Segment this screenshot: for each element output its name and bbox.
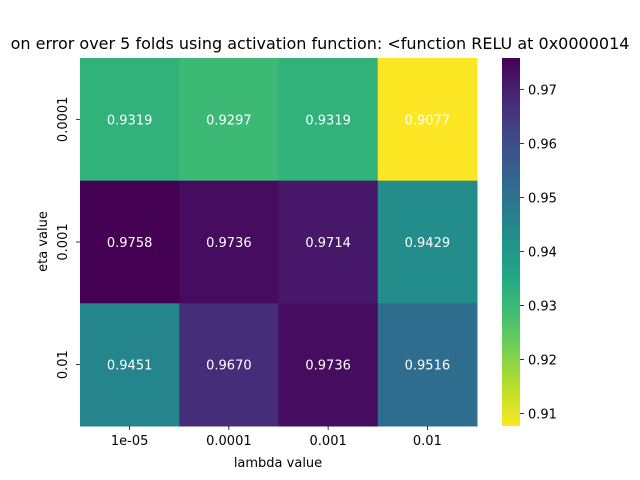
colorbar-tick-label: 0.94 bbox=[528, 245, 557, 260]
cell-value-label: 0.9429 bbox=[405, 236, 451, 251]
cell-value-label: 0.9736 bbox=[206, 236, 252, 251]
colorbar-tick-label: 0.93 bbox=[528, 299, 557, 314]
heatmap-cell-labels: 0.9319 0.9297 0.9319 0.9077 0.9758 0.9736 0.97… bbox=[107, 113, 450, 373]
colorbar-tick-label: 0.95 bbox=[528, 191, 557, 206]
heatmap-cells bbox=[80, 58, 478, 427]
colorbar: 0.91 0.92 0.93 0.94 0.95 0.96 0.97 bbox=[502, 58, 557, 426]
cell-value-label: 0.9670 bbox=[206, 359, 252, 374]
cell-value-label: 0.9714 bbox=[305, 236, 351, 251]
heatmap-cell bbox=[377, 303, 478, 427]
cell-value-label: 0.9077 bbox=[405, 113, 451, 128]
colorbar-tick-label: 0.96 bbox=[528, 137, 557, 152]
heatmap-cell bbox=[278, 58, 379, 182]
colorbar-tick-label: 0.92 bbox=[528, 354, 557, 369]
heatmap-cell bbox=[80, 180, 180, 304]
x-tick-label: 1e-05 bbox=[111, 434, 149, 449]
heatmap-cell bbox=[377, 180, 478, 304]
colorbar-tick-label: 0.97 bbox=[528, 83, 557, 98]
colorbar-tick-label: 0.91 bbox=[528, 408, 557, 423]
heatmap-cell bbox=[179, 303, 279, 427]
cell-value-label: 0.9319 bbox=[107, 113, 153, 128]
cell-value-label: 0.9758 bbox=[107, 236, 153, 251]
cell-value-label: 0.9736 bbox=[305, 359, 351, 374]
y-axis-label: eta value bbox=[36, 211, 51, 272]
x-tick-label: 0.01 bbox=[413, 434, 442, 449]
cell-value-label: 0.9297 bbox=[206, 113, 252, 128]
cell-value-label: 0.9516 bbox=[405, 359, 451, 374]
y-tick-label: 0.01 bbox=[56, 350, 71, 379]
heatmap-cell bbox=[80, 58, 180, 182]
heatmap-cell bbox=[80, 303, 180, 427]
x-tick-label: 0.001 bbox=[310, 434, 347, 449]
chart-title: on error over 5 folds using activation f… bbox=[11, 34, 630, 53]
y-axis: 0.0001 0.001 0.01 bbox=[56, 97, 80, 379]
heatmap-cell bbox=[179, 58, 279, 182]
heatmap-cell bbox=[278, 180, 379, 304]
cell-value-label: 0.9451 bbox=[107, 359, 153, 374]
x-axis: 1e-05 0.0001 0.001 0.01 bbox=[111, 426, 442, 449]
y-tick-label: 0.001 bbox=[56, 223, 71, 260]
heatmap-cell bbox=[179, 180, 279, 304]
heatmap-cell bbox=[278, 303, 379, 427]
y-tick-label: 0.0001 bbox=[56, 97, 71, 143]
x-axis-label: lambda value bbox=[234, 456, 322, 471]
colorbar-gradient bbox=[502, 58, 520, 426]
x-tick-label: 0.0001 bbox=[206, 434, 252, 449]
cell-value-label: 0.9319 bbox=[305, 113, 351, 128]
heatmap-cell bbox=[377, 58, 478, 182]
